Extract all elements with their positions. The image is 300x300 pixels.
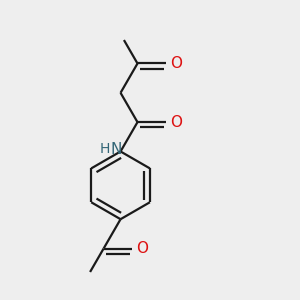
Text: O: O: [136, 241, 148, 256]
Text: H: H: [99, 142, 110, 156]
Text: O: O: [170, 56, 182, 71]
Text: N: N: [110, 142, 122, 157]
Text: O: O: [170, 115, 182, 130]
